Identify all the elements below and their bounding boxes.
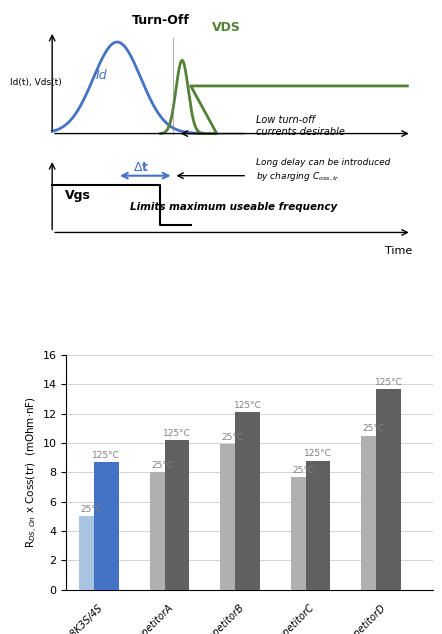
Bar [94, 462, 119, 590]
Text: 125°C: 125°C [304, 450, 332, 458]
Text: 25°C: 25°C [292, 465, 314, 474]
Text: UJ4C075018K3S/4S: UJ4C075018K3S/4S [31, 602, 105, 634]
Text: CompetitorA: CompetitorA [125, 602, 175, 634]
Text: 25°C: 25°C [151, 461, 173, 470]
Text: Id: Id [95, 68, 107, 82]
Text: Limits maximum useable frequency: Limits maximum useable frequency [130, 202, 338, 212]
Text: CompetitorB: CompetitorB [195, 602, 246, 634]
Bar [362, 436, 386, 590]
Text: 125°C: 125°C [233, 401, 261, 410]
Text: Id(t), Vds(t): Id(t), Vds(t) [10, 78, 61, 87]
Text: CompetitorC: CompetitorC [266, 602, 317, 634]
Bar [291, 477, 316, 590]
Text: 25°C: 25°C [362, 425, 385, 434]
Text: 125°C: 125°C [92, 451, 120, 460]
Bar [79, 516, 104, 590]
Bar [235, 412, 260, 590]
Text: 125°C: 125°C [375, 378, 403, 387]
Bar [305, 460, 330, 590]
Text: VDS: VDS [213, 21, 241, 34]
Text: 125°C: 125°C [163, 429, 191, 438]
Text: $\Delta$t: $\Delta$t [133, 161, 149, 174]
Text: Time: Time [385, 247, 412, 256]
Text: Low turn-off: Low turn-off [256, 115, 315, 124]
Text: by charging C$_{oss,tr}$: by charging C$_{oss,tr}$ [256, 171, 339, 183]
Bar [220, 444, 245, 590]
Text: currents desirable: currents desirable [256, 127, 345, 138]
Y-axis label: R$_{DS,On}$ x Coss(tr)  (mOhm·nF): R$_{DS,On}$ x Coss(tr) (mOhm·nF) [25, 396, 40, 548]
Text: Turn-Off: Turn-Off [132, 14, 189, 27]
Text: Vgs: Vgs [65, 190, 91, 202]
Bar [376, 389, 401, 590]
Bar [150, 472, 175, 590]
Bar [164, 440, 189, 590]
Text: CompetitorD: CompetitorD [336, 602, 387, 634]
Text: 25°C: 25°C [221, 433, 244, 443]
Text: 25°C: 25°C [80, 505, 103, 514]
Text: Long delay can be introduced: Long delay can be introduced [256, 158, 390, 167]
